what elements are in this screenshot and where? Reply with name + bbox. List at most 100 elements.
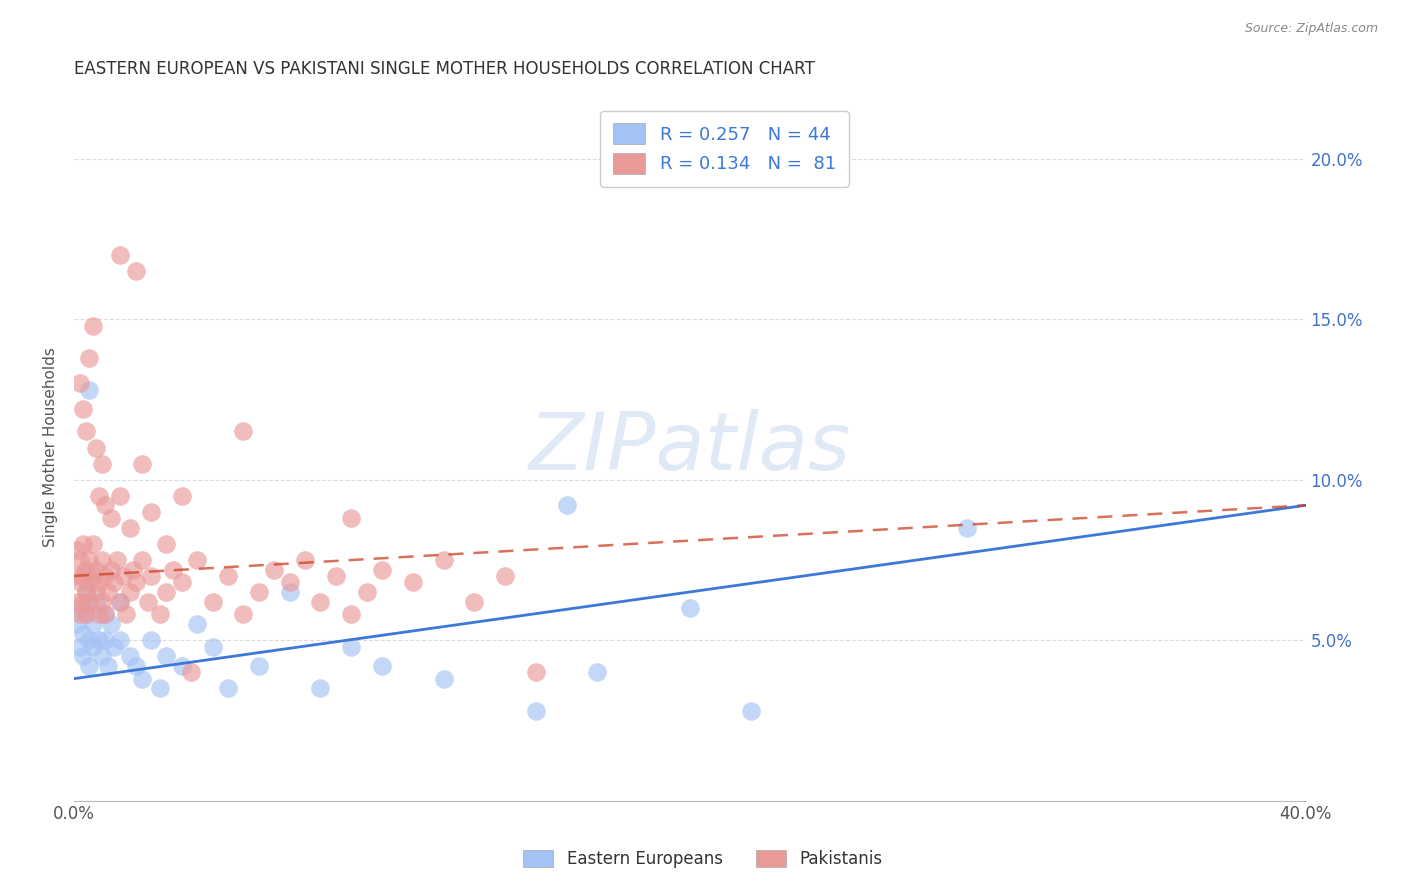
Point xyxy=(103,640,125,654)
Point xyxy=(100,562,122,576)
Point xyxy=(371,658,394,673)
Point xyxy=(79,553,101,567)
Point xyxy=(340,511,363,525)
Point xyxy=(494,569,516,583)
Point xyxy=(524,704,547,718)
Point xyxy=(75,607,97,622)
Point xyxy=(79,575,101,590)
Point xyxy=(84,562,107,576)
Point xyxy=(84,585,107,599)
Point xyxy=(75,562,97,576)
Point xyxy=(136,594,159,608)
Point xyxy=(87,607,110,622)
Point xyxy=(679,601,702,615)
Point xyxy=(118,521,141,535)
Point xyxy=(72,626,94,640)
Point xyxy=(309,681,332,696)
Text: ZIPatlas: ZIPatlas xyxy=(529,409,851,486)
Point xyxy=(84,441,107,455)
Point xyxy=(131,457,153,471)
Point xyxy=(432,553,454,567)
Point xyxy=(232,607,254,622)
Point xyxy=(90,553,112,567)
Point xyxy=(82,318,104,333)
Point xyxy=(79,658,101,673)
Point xyxy=(69,553,91,567)
Point xyxy=(162,562,184,576)
Point xyxy=(75,607,97,622)
Point xyxy=(110,594,132,608)
Point xyxy=(121,562,143,576)
Point xyxy=(186,553,208,567)
Point xyxy=(90,457,112,471)
Point xyxy=(90,649,112,664)
Point xyxy=(94,607,117,622)
Point xyxy=(82,569,104,583)
Point xyxy=(201,594,224,608)
Point xyxy=(72,402,94,417)
Point xyxy=(66,543,89,558)
Point xyxy=(79,383,101,397)
Point xyxy=(87,575,110,590)
Point xyxy=(217,569,239,583)
Point xyxy=(170,489,193,503)
Point xyxy=(69,601,91,615)
Point xyxy=(139,505,162,519)
Point xyxy=(79,351,101,365)
Point xyxy=(94,633,117,648)
Point xyxy=(72,537,94,551)
Point xyxy=(124,264,146,278)
Y-axis label: Single Mother Households: Single Mother Households xyxy=(44,348,58,548)
Point xyxy=(139,569,162,583)
Point xyxy=(124,575,146,590)
Point xyxy=(66,617,89,632)
Point xyxy=(263,562,285,576)
Point xyxy=(155,649,177,664)
Point xyxy=(72,594,94,608)
Point xyxy=(524,665,547,680)
Point xyxy=(278,575,301,590)
Point xyxy=(294,553,316,567)
Point xyxy=(94,498,117,512)
Point xyxy=(72,649,94,664)
Point xyxy=(956,521,979,535)
Point xyxy=(149,681,172,696)
Point xyxy=(69,607,91,622)
Point xyxy=(72,569,94,583)
Point xyxy=(186,617,208,632)
Point xyxy=(100,511,122,525)
Text: Source: ZipAtlas.com: Source: ZipAtlas.com xyxy=(1244,22,1378,36)
Point xyxy=(69,575,91,590)
Point xyxy=(356,585,378,599)
Point xyxy=(79,594,101,608)
Point xyxy=(131,672,153,686)
Point xyxy=(110,248,132,262)
Point xyxy=(69,376,91,391)
Point xyxy=(247,658,270,673)
Point xyxy=(82,640,104,654)
Point xyxy=(309,594,332,608)
Point xyxy=(69,640,91,654)
Point xyxy=(432,672,454,686)
Point xyxy=(740,704,762,718)
Point xyxy=(87,633,110,648)
Point xyxy=(94,607,117,622)
Point xyxy=(84,594,107,608)
Point xyxy=(131,553,153,567)
Point xyxy=(97,658,120,673)
Point xyxy=(100,617,122,632)
Point xyxy=(217,681,239,696)
Point xyxy=(75,585,97,599)
Point xyxy=(586,665,609,680)
Point xyxy=(90,594,112,608)
Point xyxy=(97,585,120,599)
Point xyxy=(170,658,193,673)
Point xyxy=(139,633,162,648)
Point xyxy=(112,569,135,583)
Point xyxy=(103,575,125,590)
Point xyxy=(170,575,193,590)
Point xyxy=(232,425,254,439)
Point xyxy=(118,649,141,664)
Point xyxy=(155,537,177,551)
Point xyxy=(82,617,104,632)
